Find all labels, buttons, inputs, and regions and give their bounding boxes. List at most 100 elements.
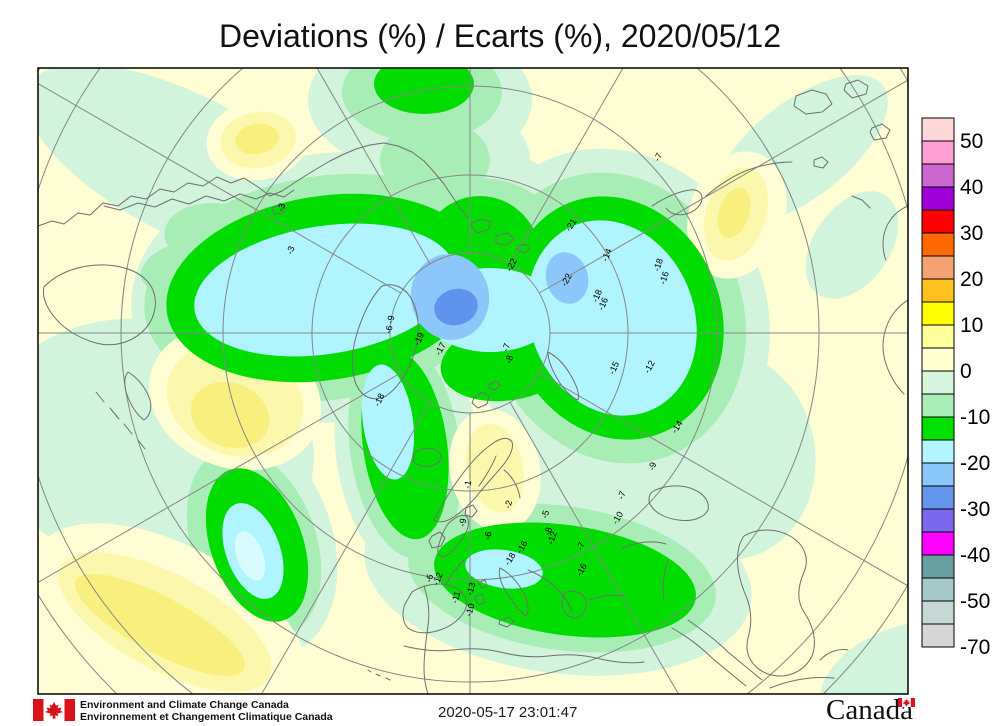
canada-flag-icon <box>33 699 75 721</box>
colorbar-tick-label: 10 <box>960 314 983 337</box>
contour-label: -11 <box>449 590 462 605</box>
coastline <box>471 380 501 409</box>
colorbar-segment <box>921 623 955 648</box>
contour-label: -6 <box>383 324 394 334</box>
contour-label: -9 <box>646 461 658 472</box>
coastline <box>42 264 156 346</box>
colorbar: 50 40 30 20 10 0 -10 -20 -30 -40 -50 -70 <box>921 117 990 659</box>
contour-label: -14 <box>600 247 614 263</box>
coastline <box>737 529 815 677</box>
contour-label: -8 <box>503 354 515 364</box>
contour-label: -16 <box>596 296 610 312</box>
generation-timestamp: 2020-05-17 23:01:47 <box>438 704 578 721</box>
coastline <box>445 559 465 585</box>
map-border <box>37 67 909 695</box>
coastline <box>412 448 442 467</box>
contour-fill <box>465 549 543 589</box>
contour-label: -7 <box>652 151 665 163</box>
contour-label: -19 <box>412 331 426 347</box>
contour-label: -16 <box>657 270 671 285</box>
coastline <box>403 645 645 664</box>
contour-label: -7 <box>575 541 587 552</box>
colorbar-segment <box>921 278 955 303</box>
coastline <box>38 142 469 227</box>
contour-fill <box>805 191 899 299</box>
wordmark-flag-icon <box>898 698 915 707</box>
contour-label: -3 <box>275 202 287 213</box>
coastline <box>769 649 849 689</box>
contour-label: -13 <box>464 581 477 596</box>
colorbar-segment <box>921 393 955 418</box>
coastline <box>851 195 908 261</box>
agency-name-fr: Environnement et Changement Climatique C… <box>80 711 333 723</box>
contour-fill <box>190 381 270 449</box>
coastline <box>433 437 513 523</box>
contour-fill <box>717 187 751 239</box>
colorbar-tick-label: -30 <box>960 498 990 521</box>
colorbar-segment <box>921 117 955 142</box>
colorbar-tick-label: -70 <box>960 636 990 659</box>
yellow-cores <box>75 123 751 676</box>
longitude-ray <box>260 402 431 694</box>
agency-name-en: Environment and Climate Change Canada <box>80 699 289 711</box>
colorbar-segment <box>921 485 955 510</box>
colorbar-tick-label: 40 <box>960 176 983 199</box>
coastline <box>882 299 908 395</box>
coastline <box>464 504 478 518</box>
coastline <box>474 579 515 628</box>
colorbar-tick-label: -40 <box>960 544 990 567</box>
contour-label: -6 <box>482 530 493 540</box>
coastline <box>527 569 573 613</box>
coastline <box>428 531 446 549</box>
coastline <box>498 567 529 617</box>
colorbar-segment <box>921 370 955 395</box>
colorbar-tick-label: 50 <box>960 130 983 153</box>
coastline <box>561 590 587 619</box>
colorbar-segment <box>921 301 955 326</box>
contour-label: -18 <box>651 257 665 272</box>
coastline <box>271 204 287 215</box>
contour-label: -18 <box>590 288 604 304</box>
coastline <box>124 371 152 421</box>
longitude-ray <box>316 68 431 264</box>
colorbar-tick-label: -50 <box>960 590 990 613</box>
contour-fill <box>820 622 908 694</box>
coastlines <box>38 79 908 694</box>
coastline <box>351 284 419 400</box>
colorbar-tick-label: -10 <box>960 406 990 429</box>
coastline <box>589 541 667 601</box>
colorbar-segment <box>921 508 955 533</box>
longitude-ray <box>509 402 680 694</box>
contour-label: -2 <box>502 499 514 509</box>
colorbar-segment <box>921 416 955 441</box>
coastline <box>793 79 891 169</box>
colorbar-segment <box>921 163 955 188</box>
longitude-ray <box>38 372 401 583</box>
coastline <box>367 669 391 681</box>
colorbar-segment <box>921 600 955 625</box>
contour-fill <box>374 68 474 114</box>
longitude-ray <box>539 372 908 587</box>
colorbar-tick-label: 0 <box>960 360 972 383</box>
contour-label: -9 <box>457 518 468 528</box>
deep-blue-core <box>434 288 478 326</box>
contour-label: -12 <box>545 530 559 545</box>
coastline <box>651 189 703 216</box>
colorbar-tick-label: 30 <box>960 222 983 245</box>
coastline <box>478 455 521 499</box>
colorbar-segment <box>921 255 955 280</box>
contour-label: -5 <box>539 509 551 519</box>
contour-label: -6 <box>423 573 435 584</box>
colorbar-segment <box>921 347 955 372</box>
contour-label: -10 <box>463 602 476 617</box>
agency-signature: Environment and Climate Change Canada En… <box>80 699 333 723</box>
contour-fill <box>361 364 415 480</box>
contour-label: -3 <box>284 245 296 256</box>
coastline <box>662 559 763 687</box>
coastline <box>705 161 793 197</box>
contour-fill <box>545 252 589 304</box>
colorbar-segment <box>921 554 955 579</box>
